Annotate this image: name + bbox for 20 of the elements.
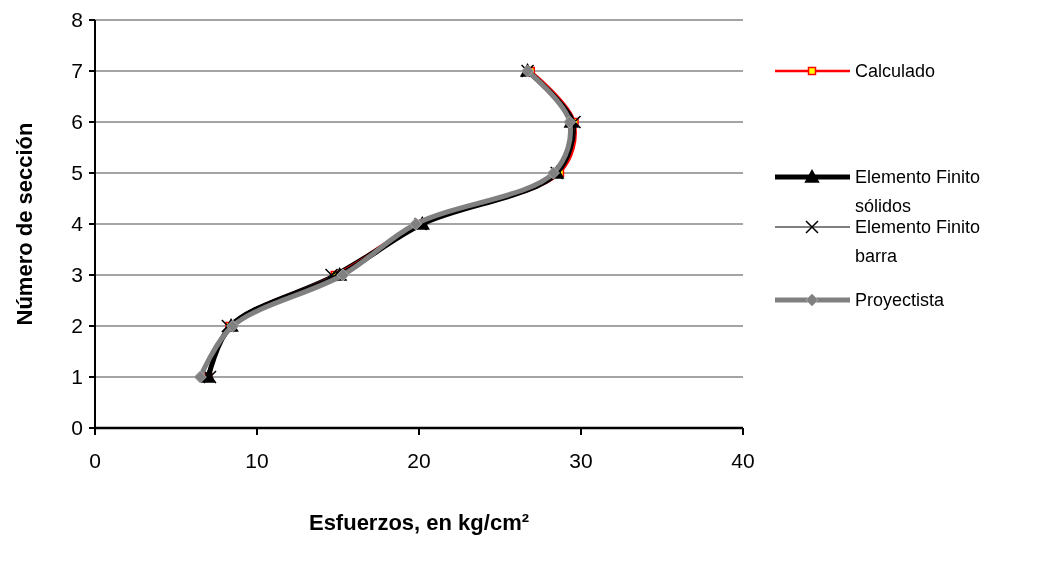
legend-label: Elemento Finito sólidos xyxy=(855,167,981,217)
legend-label: Elemento Finito barra xyxy=(855,217,981,267)
y-tick-label: 3 xyxy=(71,263,83,287)
y-tick-label: 0 xyxy=(71,416,83,440)
y-tick-label: 7 xyxy=(71,59,83,83)
legend-label: Calculado xyxy=(855,61,936,82)
y-tick-label: 6 xyxy=(71,110,83,134)
x-tick-label: 30 xyxy=(569,449,593,472)
x-tick-label: 20 xyxy=(407,449,431,472)
y-tick-label: 4 xyxy=(71,212,84,236)
legend-label: Proyectista xyxy=(855,290,946,311)
y-tick-label: 8 xyxy=(71,8,83,32)
y-tick-label: 2 xyxy=(71,314,83,338)
y-tick-label: 5 xyxy=(71,161,83,185)
x-tick-label: 40 xyxy=(731,449,755,472)
x-axis-title: Esfuerzos, en kg/cm² xyxy=(308,510,530,535)
y-tick-label: 1 xyxy=(71,365,83,389)
x-tick-label: 10 xyxy=(245,449,269,472)
y-axis-title: Número de sección xyxy=(12,122,37,326)
x-tick-label: 0 xyxy=(89,449,101,472)
